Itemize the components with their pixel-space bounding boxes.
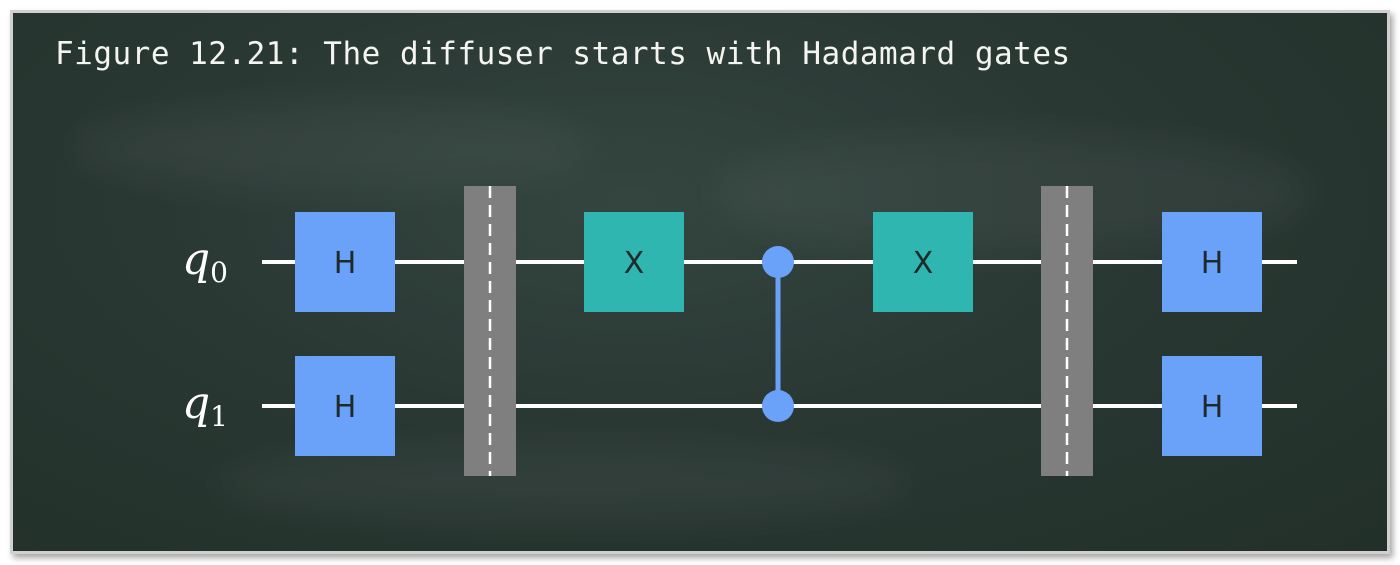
qubit-label-q0: q0 xyxy=(182,234,228,289)
h-gate-label: H xyxy=(334,246,357,281)
cz-control-dot xyxy=(762,246,794,278)
h-gate xyxy=(1162,356,1262,456)
x-gate-label: X xyxy=(624,246,645,281)
qubit-label-q1: q1 xyxy=(182,378,228,433)
chalk-smudge xyxy=(213,443,913,523)
h-gate-label: H xyxy=(334,390,357,425)
h-gate-label: H xyxy=(1201,246,1224,281)
h-gate xyxy=(1162,212,1262,312)
cz-control-dot xyxy=(762,390,794,422)
qubit-label-sub: 1 xyxy=(210,400,228,433)
chalk-smudge xyxy=(73,103,593,193)
h-gate xyxy=(295,212,395,312)
x-gate xyxy=(873,212,973,312)
qubit-label-sub: 0 xyxy=(210,256,228,289)
figure-title: Figure 12.21: The diffuser starts with H… xyxy=(55,36,1071,72)
x-gate xyxy=(584,212,684,312)
qubit-label-base: q xyxy=(182,234,210,285)
x-gate-label: X xyxy=(913,246,934,281)
h-gate xyxy=(295,356,395,456)
qubit-label-base: q xyxy=(182,378,210,429)
h-gate-label: H xyxy=(1201,390,1224,425)
